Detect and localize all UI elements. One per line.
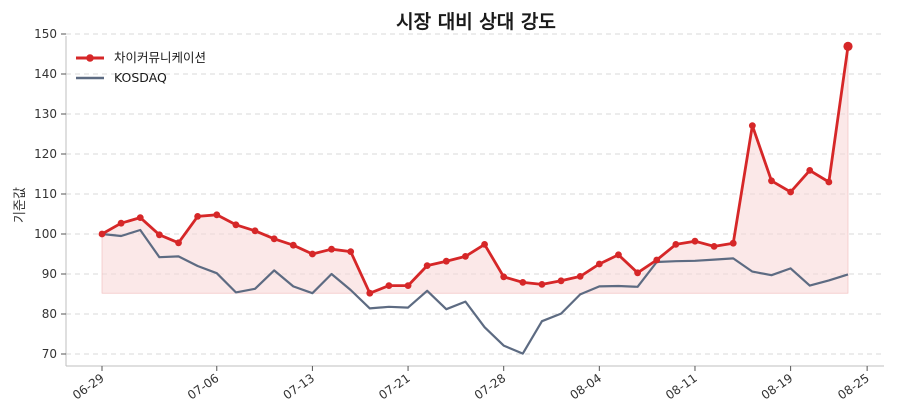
legend-label-stock: 차이커뮤니케이션 [114, 50, 206, 65]
stock-point-9 [270, 235, 278, 243]
area-fill [101, 46, 849, 294]
stock-point-19 [462, 253, 469, 260]
y-tick-label-120: 120 [34, 147, 57, 161]
legend-marker-stock [86, 54, 94, 62]
y-ticks: 70 80 90 100 110 120 130 140 150 [34, 27, 66, 361]
y-tick-label-140: 140 [34, 67, 57, 81]
stock-point-5 [194, 213, 202, 220]
stock-point-25 [576, 273, 584, 280]
stock-point-24 [557, 277, 565, 285]
chart-title: 시장 대비 상대 강도 [396, 11, 556, 33]
stock-point-10 [289, 241, 297, 249]
stock-point-26 [595, 260, 603, 268]
x-tick-label-08-19: 08-19 [759, 371, 796, 402]
y-tick-label-80: 80 [42, 307, 57, 321]
stock-line [101, 46, 850, 295]
stock-point-4 [175, 239, 182, 247]
stock-point-33 [729, 239, 737, 247]
stock-point-12 [328, 245, 335, 253]
y-axis-label: 기준값 [13, 187, 28, 223]
stock-point-7 [232, 221, 240, 229]
x-tick-label-07-21: 07-21 [376, 371, 413, 402]
x-tick-label-06-29: 06-29 [70, 371, 107, 402]
stock-point-34 [748, 122, 756, 129]
stock-point-17 [423, 262, 431, 269]
x-tick-label-07-06: 07-06 [185, 371, 222, 402]
stock-point-38 [825, 178, 833, 186]
stock-point-39 [843, 41, 853, 52]
stock-point-21 [500, 273, 508, 281]
stock-point-2 [136, 214, 144, 222]
axes [65, 36, 884, 367]
stock-point-3 [155, 231, 163, 239]
stock-point-13 [347, 248, 355, 256]
x-tick-label-08-25: 08-25 [835, 371, 872, 402]
stock-point-37 [806, 167, 814, 174]
stock-point-8 [251, 227, 259, 235]
stock-point-15 [385, 282, 393, 289]
stock-point-11 [309, 250, 316, 258]
stock-point-20 [481, 241, 488, 248]
x-tick-label-07-28: 07-28 [472, 371, 509, 402]
stock-point-31 [691, 237, 699, 245]
y-tick-label-100: 100 [34, 227, 57, 241]
y-tick-label-70: 70 [42, 347, 57, 361]
legend: 차이커뮤니케이션 KOSDAQ [76, 50, 206, 85]
stock-point-30 [672, 241, 680, 248]
y-tick-label-150: 150 [34, 27, 57, 41]
stock-point-0 [98, 230, 106, 238]
stock-point-1 [117, 219, 125, 227]
x-tick-label-07-13: 07-13 [281, 371, 318, 402]
stock-point-23 [538, 281, 546, 288]
stock-point-18 [442, 257, 450, 265]
y-tick-label-110: 110 [34, 187, 57, 201]
stock-point-16 [404, 282, 412, 289]
stock-point-28 [634, 269, 641, 277]
y-tick-label-90: 90 [42, 267, 57, 281]
stock-point-27 [615, 251, 622, 259]
x-ticks: 06-29 07-06 07-13 07-21 07-28 08-04 08-11 08-19… [70, 366, 872, 402]
stock-point-22 [519, 279, 527, 286]
stock-point-35 [768, 177, 775, 185]
series-lines [98, 41, 853, 355]
x-tick-label-08-04: 08-04 [567, 371, 604, 402]
stock-point-14 [366, 289, 374, 297]
stock-point-6 [213, 211, 221, 219]
stock-area-fill [101, 46, 849, 294]
stock-point-32 [710, 243, 718, 250]
stock-point-36 [787, 188, 795, 196]
kosdaq-line [101, 228, 849, 355]
y-tick-label-130: 130 [34, 107, 57, 121]
x-tick-label-08-11: 08-11 [663, 371, 700, 402]
legend-label-index: KOSDAQ [114, 70, 167, 85]
stock-point-29 [653, 256, 661, 264]
